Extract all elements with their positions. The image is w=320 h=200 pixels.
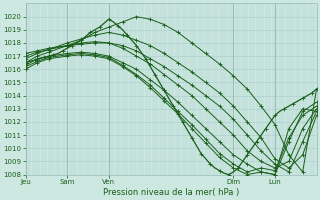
X-axis label: Pression niveau de la mer( hPa ): Pression niveau de la mer( hPa ) [103,188,239,197]
